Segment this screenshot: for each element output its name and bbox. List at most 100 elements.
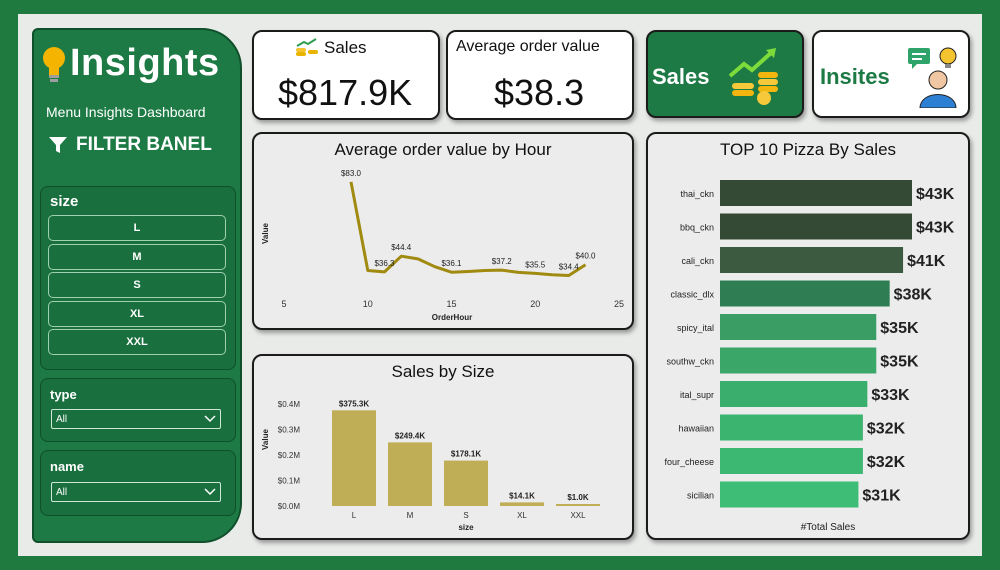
top10-title: TOP 10 Pizza By Sales [719,140,897,159]
top10-category-label-7: hawaiian [678,424,714,434]
top10-pizza-chart: #Total Sales thai_ckn $43K bbq_ckn $43K cali… [664,180,955,533]
bar-ytick-0: $0.0M [278,502,301,511]
top10-data-label-7: $32K [867,421,906,438]
brand: Insights [40,42,220,85]
bar-xlabel: size [458,523,474,532]
top10-bar-classic_dlx [720,280,890,307]
line-data-label-6: $34.4 [559,263,580,272]
bar-ytick-4: $0.4M [278,400,301,409]
type-filter-card: type All [40,378,236,442]
bar-data-label-2: $178.1K [451,450,481,459]
bar-xtick-0: L [352,511,357,520]
sales-growth-icon [728,48,778,105]
size-option-xl[interactable]: XL [48,301,226,327]
kpi-aov-label: Average order value [456,38,600,55]
top10-category-label-1: bbq_ckn [680,223,714,233]
dashboard-canvas: Insights Menu Insights Dashboard FILTER … [18,14,982,556]
filter-heading-label: FILTER BANEL [76,134,212,155]
line-data-label-5: $35.5 [525,260,546,269]
bar-xtick-1: M [407,511,414,520]
top10-category-label-6: ital_supr [680,390,714,400]
line-xlabel: OrderHour [432,313,472,322]
sidebar: Insights Menu Insights Dashboard FILTER … [32,28,242,543]
top10-bar-ital_supr [720,381,868,407]
top10-data-label-6: $33K [871,387,910,404]
sales-page-button[interactable]: Sales [646,30,804,118]
coins-growth-icon [296,38,318,56]
type-filter-label: type [50,387,77,402]
bar-data-label-0: $375.3K [339,399,369,408]
top10-xlabel: #Total Sales [801,522,855,533]
bar-m [388,442,432,506]
size-option-m[interactable]: M [48,244,226,270]
top10-category-label-5: southw_ckn [666,357,714,367]
sales-by-size-title: Sales by Size [391,362,495,381]
name-dropdown-value: All [56,486,68,498]
bar-ylabel: Value [261,429,270,450]
top10-data-label-5: $35K [880,354,919,371]
line-xtick-3: 20 [530,299,540,309]
top10-pizza-chart-card: TOP 10 Pizza By Sales #Total Sales thai_… [646,132,970,540]
insites-tile-label: Insites [820,64,890,89]
size-option-l[interactable]: L [48,215,226,241]
top10-data-label-9: $31K [862,488,901,505]
kpi-aov-card: Average order value $38.3 [446,30,634,120]
size-option-s[interactable]: S [48,272,226,298]
top10-category-label-0: thai_ckn [680,189,714,199]
bar-xtick-2: S [463,511,468,520]
top10-bar-spicy_ital [720,314,877,340]
top10-category-label-9: sicilian [687,491,714,501]
chevron-down-icon [204,488,216,496]
filter-heading: FILTER BANEL [48,134,212,156]
name-filter-label: name [50,459,84,474]
line-xtick-4: 25 [614,299,624,309]
top10-data-label-2: $41K [907,253,946,270]
line-xtick-0: 5 [281,299,286,309]
aov-by-hour-chart-card: Average order value by Hour Value OrderH… [252,132,634,330]
size-option-xxl[interactable]: XXL [48,329,226,355]
kpi-sales-label: Sales [324,38,367,57]
person-idea-icon [908,47,957,108]
line-data-label-2: $44.4 [391,243,412,252]
line-series [349,181,587,277]
top10-bar-hawaiian [720,414,863,441]
top10-category-label-3: classic_dlx [670,290,714,300]
name-filter-card: name All [40,450,236,516]
line-data-label-4: $37.2 [492,257,513,266]
insites-page-button[interactable]: Insites [812,30,970,118]
line-ylabel: Value [261,223,270,244]
bar-xl [500,502,544,506]
bar-s [444,460,488,506]
line-data-label-7: $40.0 [575,252,596,261]
chevron-down-icon [204,415,216,423]
sales-tile-label: Sales [652,64,710,89]
bar-xtick-4: XXL [570,511,586,520]
bar-xtick-3: XL [517,511,527,520]
top10-bar-cali_ckn [720,247,904,273]
top10-category-label-8: four_cheese [664,457,714,467]
top10-data-label-4: $35K [880,320,919,337]
top10-data-label-1: $43K [916,220,955,237]
type-dropdown[interactable]: All [51,409,221,429]
app-title: Insights [70,42,220,84]
top10-data-label-3: $38K [894,287,933,304]
kpi-aov-value: $38.3 [494,72,585,113]
sales-by-size-chart: Value size $0.0M $0.1M $0.2M $0.3M $0.4M $375… [261,399,600,532]
line-data-label-0: $83.0 [341,169,362,178]
kpi-sales-value: $817.9K [278,72,413,113]
top10-bar-thai_ckn [720,180,912,206]
bar-data-label-3: $14.1K [509,491,535,500]
top10-category-label-4: spicy_ital [677,323,714,333]
top10-bar-southw_ckn [720,347,877,374]
bar-xxl [556,504,600,506]
name-dropdown[interactable]: All [51,482,221,502]
bar-ytick-3: $0.3M [278,426,301,435]
line-data-label-1: $36.3 [374,259,395,268]
size-filter-label: size [50,193,79,210]
type-dropdown-value: All [56,413,68,425]
top10-bar-bbq_ckn [720,213,912,240]
funnel-icon [49,137,67,153]
top10-category-label-2: cali_ckn [681,256,714,266]
top10-data-label-0: $43K [916,186,955,203]
bar-ytick-1: $0.1M [278,477,301,486]
